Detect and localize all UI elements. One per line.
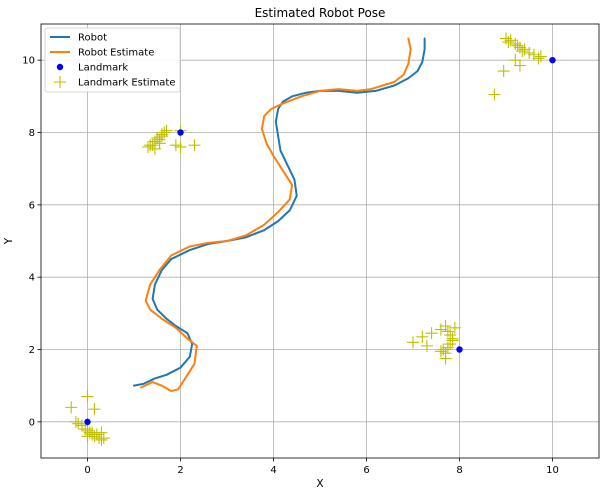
landmark-estimate-point [513, 59, 526, 72]
landmark-estimate-point [509, 54, 522, 67]
landmark-point [84, 418, 91, 426]
legend-label: Robot Estimate [78, 48, 154, 59]
landmark-estimate-point [81, 390, 94, 403]
y-tick-label: 4 [29, 273, 35, 284]
x-tick-label: 10 [546, 465, 559, 476]
landmark-estimate-point [439, 319, 452, 332]
landmark-estimate-point [511, 39, 524, 52]
landmark-estimate-point [497, 65, 510, 78]
y-tick-label: 6 [29, 200, 35, 211]
landmark-estimate-point [95, 426, 108, 439]
landmark-estimate-point [97, 432, 110, 445]
y-tick-label: 8 [29, 128, 35, 139]
x-tick-label: 8 [456, 465, 462, 476]
legend-swatch-plus [54, 76, 66, 88]
landmark-estimate-point [174, 140, 187, 153]
x-tick-label: 4 [270, 465, 276, 476]
x-tick-label: 6 [363, 465, 369, 476]
legend-swatch-dot [56, 63, 64, 71]
legend-label: Robot [78, 33, 107, 44]
chart-title: Estimated Robot Pose [255, 6, 386, 20]
landmark-estimate-point [425, 327, 438, 340]
x-tick-label: 0 [84, 465, 90, 476]
y-tick-label: 2 [29, 345, 35, 356]
landmark-estimate-point [169, 139, 182, 152]
x-tick-label: 2 [177, 465, 183, 476]
y-axis-title: Y [3, 237, 15, 245]
landmark-estimate-point [153, 133, 166, 146]
grid [41, 24, 599, 458]
x-axis-title: X [316, 478, 323, 490]
landmark-point [456, 346, 463, 353]
robot-estimate-line [139, 37, 412, 393]
landmark-estimate-point [155, 128, 168, 141]
x-axis: 0 2 4 6 8 10 [84, 458, 559, 476]
landmark-estimate-point [416, 330, 429, 343]
landmark-estimate-point [488, 88, 501, 101]
robot-line [133, 37, 426, 387]
landmark-estimate-point [407, 336, 419, 349]
plot-area [65, 32, 556, 446]
landmark-estimate-point [523, 46, 536, 59]
landmark-estimate-point [188, 139, 201, 152]
landmark-estimate-point [534, 50, 547, 63]
y-tick-label: 10 [22, 56, 35, 67]
legend-label: Landmark Estimate [78, 78, 176, 89]
landmark-estimate-point [502, 36, 515, 49]
y-tick-label: 0 [29, 417, 35, 428]
landmark-estimate-point [516, 45, 529, 58]
legend-label: Landmark [78, 63, 128, 74]
landmark-point [549, 56, 556, 64]
landmark-estimate-point [65, 401, 78, 414]
landmark-estimate-point [434, 345, 447, 358]
legend-box [44, 27, 181, 93]
landmark-estimate-point [439, 352, 452, 365]
landmark-estimate-point [144, 139, 157, 152]
landmark-estimate-point [88, 403, 101, 416]
landmark-estimate-point [532, 52, 545, 65]
landmark-estimate-point [158, 126, 171, 139]
landmark-estimate-point [141, 140, 154, 153]
y-axis: 0 2 4 6 8 10 [22, 56, 41, 428]
landmark-estimate-point [420, 339, 433, 352]
landmark-estimate-point [81, 430, 94, 443]
landmark-point [177, 129, 184, 136]
plot-frame [40, 23, 600, 459]
landmark-estimate-point [448, 321, 461, 334]
landmark-estimate-point [446, 334, 459, 347]
landmark-estimate-point [69, 415, 82, 428]
legend: Robot Robot Estimate Landmark Landmark Esti… [44, 27, 181, 93]
